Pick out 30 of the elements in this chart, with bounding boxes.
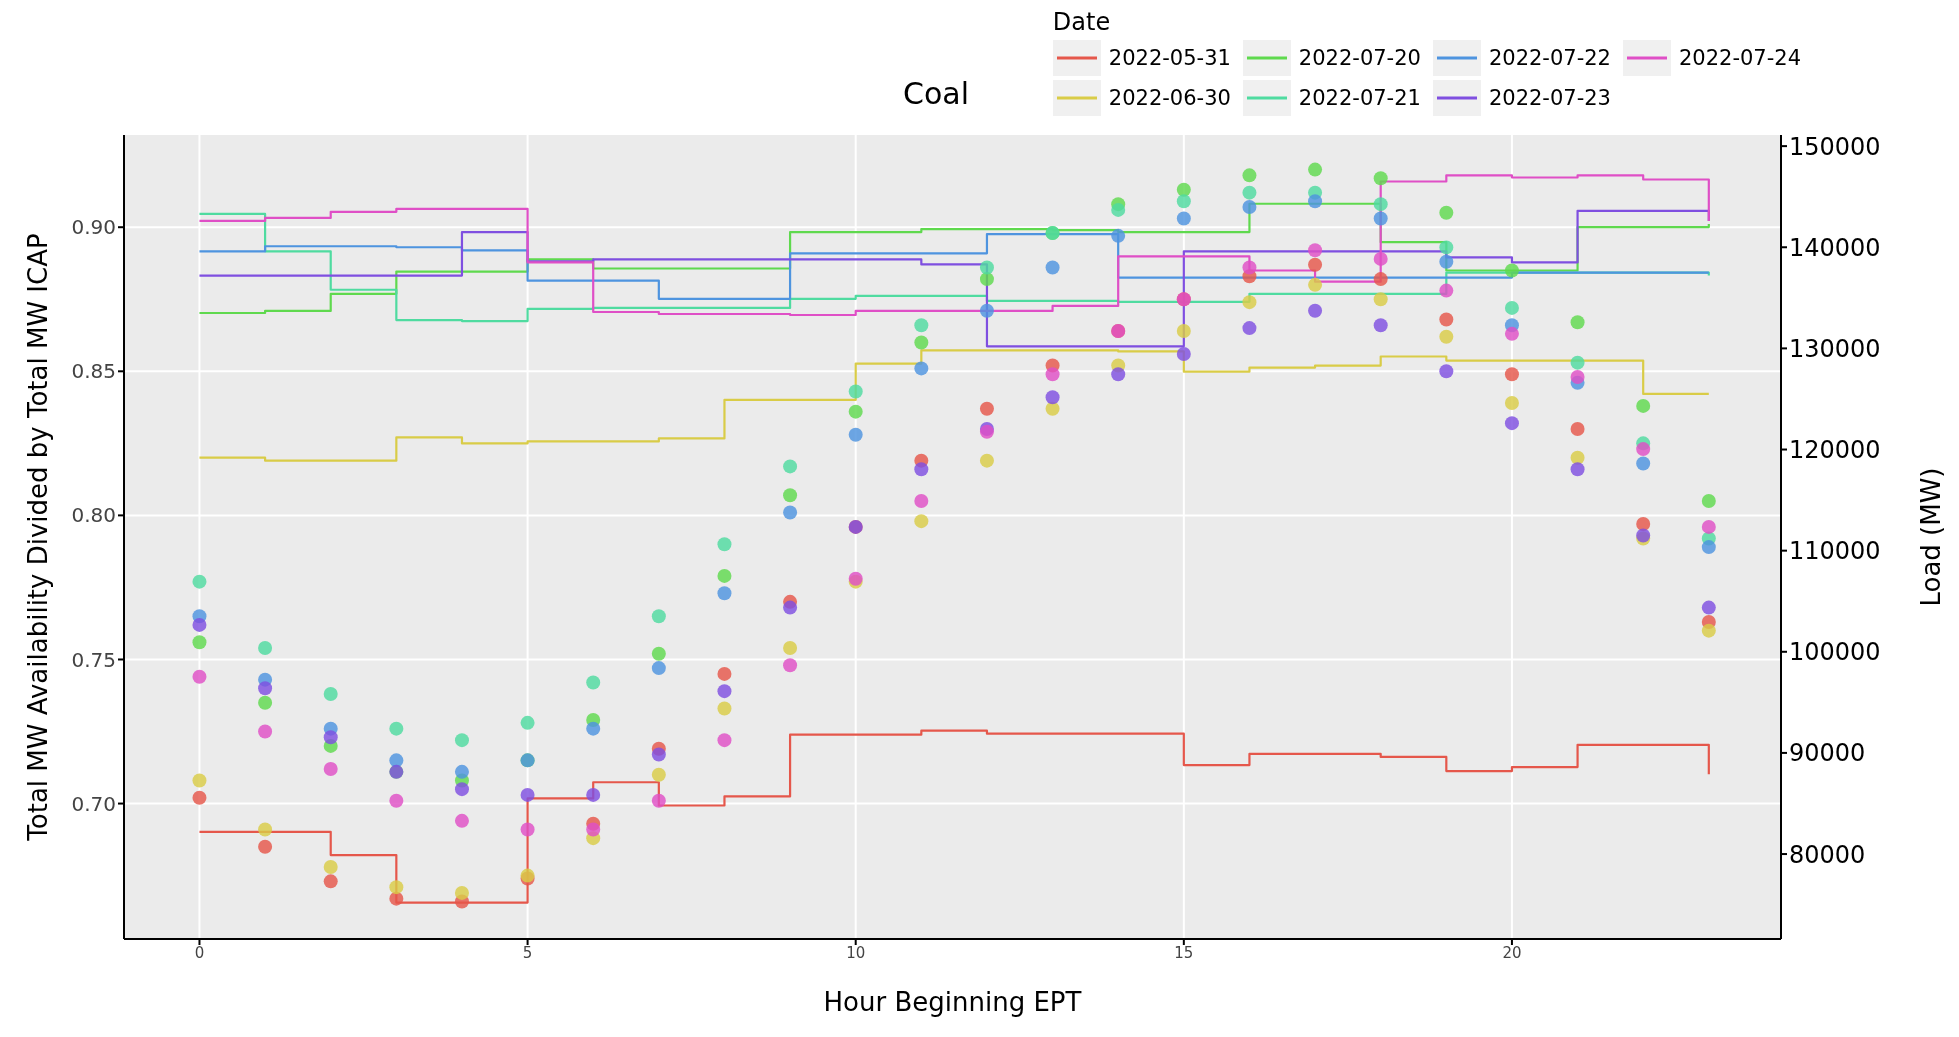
y-tick-label: 0.70 bbox=[71, 791, 116, 816]
legend-label: 2022-07-21 bbox=[1298, 86, 1421, 110]
y-tick-label: 0.85 bbox=[71, 359, 116, 384]
legend-label: 2022-07-24 bbox=[1678, 46, 1801, 70]
x-tick-label: 5 bbox=[522, 943, 533, 962]
y2-tick-label: 80000 bbox=[1789, 840, 1866, 869]
legend-label: 2022-05-31 bbox=[1108, 46, 1231, 70]
legend-label: 2022-07-23 bbox=[1488, 86, 1611, 110]
y2-tick-label: 90000 bbox=[1789, 739, 1866, 768]
x-tick-label: 0 bbox=[194, 943, 205, 962]
legend-label: 2022-07-20 bbox=[1298, 46, 1421, 70]
y2-tick-label: 130000 bbox=[1789, 334, 1881, 363]
y2-axis-title: Load (MW) bbox=[1916, 467, 1947, 607]
y-tick-label: 0.80 bbox=[71, 503, 116, 528]
x-tick-label: 10 bbox=[846, 943, 866, 962]
y2-tick-label: 100000 bbox=[1789, 638, 1881, 667]
x-axis-title: Hour Beginning EPT bbox=[823, 987, 1082, 1017]
y-tick-label: 0.75 bbox=[71, 647, 116, 672]
y2-tick-label: 110000 bbox=[1789, 537, 1881, 566]
x-tick-label: 20 bbox=[1502, 943, 1522, 962]
y2-tick-label: 150000 bbox=[1789, 132, 1881, 161]
x-tick-label: 15 bbox=[1174, 943, 1194, 962]
y-axis-title: Total MW Availability Divided by Total MW ICAP bbox=[23, 233, 54, 842]
y2-tick-label: 120000 bbox=[1789, 436, 1881, 465]
y2-tick-label: 140000 bbox=[1789, 233, 1881, 262]
y-tick-label: 0.90 bbox=[71, 215, 116, 240]
legend-label: 2022-06-30 bbox=[1108, 86, 1231, 110]
chart-title: Coal bbox=[902, 76, 970, 111]
legend-label: 2022-07-22 bbox=[1488, 46, 1611, 70]
legend-title: Date bbox=[1052, 8, 1112, 36]
